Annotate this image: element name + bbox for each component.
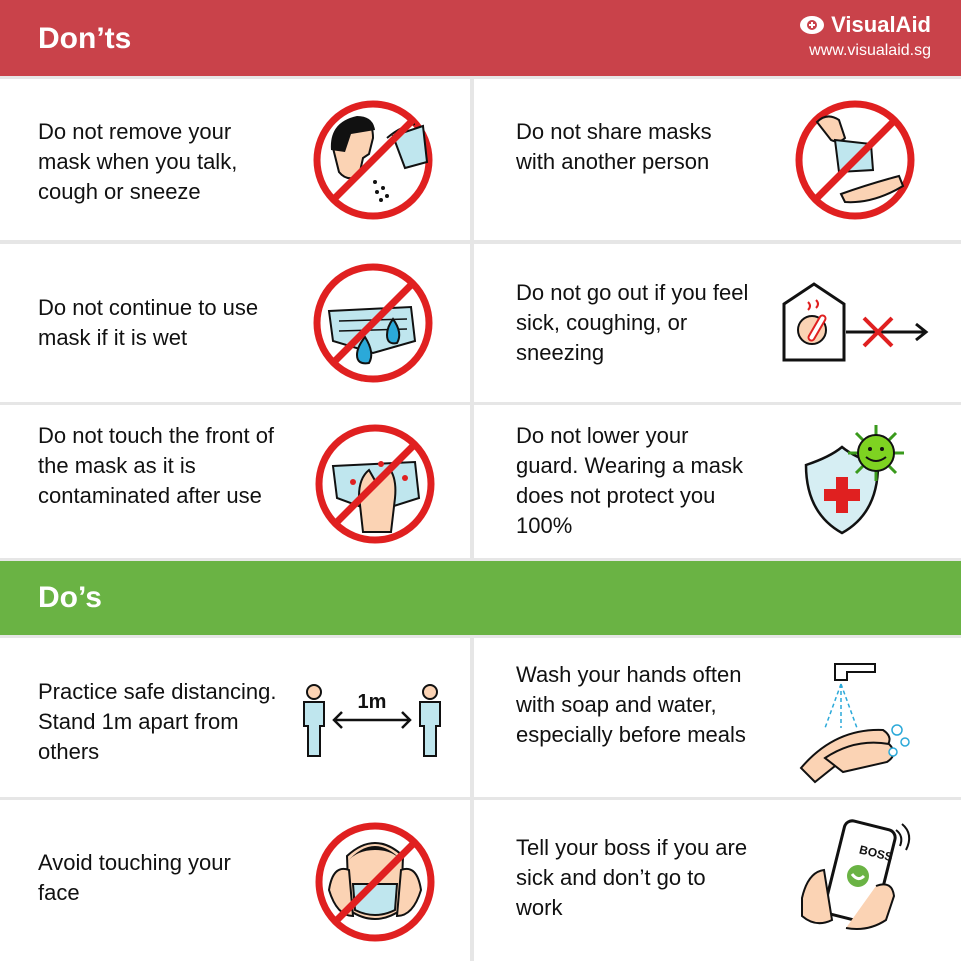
brand-logo: VisualAid: [799, 12, 931, 38]
item-text: Do not lower your guard. Wearing a mask …: [516, 423, 744, 538]
dos-title: Do’s: [38, 581, 102, 614]
dos-header: Do’s: [0, 561, 961, 635]
brand: VisualAid www.visualaid.sg: [799, 12, 931, 60]
no-face-touching-icon: [315, 822, 435, 942]
dont-item-go-out-sick: Do not go out if you feel sick, coughing…: [474, 244, 961, 402]
item-text: Avoid touching your face: [38, 850, 231, 905]
do-item-safe-distancing: Practice safe distancing. Stand 1m apart…: [0, 638, 470, 797]
stay-home-sick-icon: [782, 282, 929, 362]
item-text: Do not continue to use mask if it is wet: [38, 295, 259, 350]
dont-item-lower-guard: Do not lower your guard. Wearing a mask …: [474, 405, 961, 558]
item-text: Tell your boss if you are sick and don’t…: [516, 835, 748, 920]
visualaid-logo-icon: [800, 16, 825, 34]
item-text: Do not remove your mask when you talk, c…: [38, 119, 238, 204]
donts-title: Don’ts: [38, 22, 132, 55]
no-wet-mask-icon: [313, 263, 433, 383]
dont-item-share-mask: Do not share masks with another person: [474, 79, 961, 240]
distance-label: 1m: [358, 691, 387, 713]
item-text: Do not go out if you feel sick, coughing…: [516, 280, 749, 365]
safe-distancing-icon: 1m: [303, 684, 441, 757]
no-sneezing-mask-removed-icon: [313, 100, 433, 220]
dont-item-wet-mask: Do not continue to use mask if it is wet: [0, 244, 470, 402]
do-item-tell-boss: Tell your boss if you are sick and don’t…: [474, 800, 961, 961]
dont-item-remove-mask: Do not remove your mask when you talk, c…: [0, 79, 470, 240]
item-text: Practice safe distancing. Stand 1m apart…: [38, 679, 277, 764]
donts-header: Don’ts VisualAid www.visualaid.sg: [0, 0, 961, 76]
brand-name: VisualAid: [831, 12, 931, 37]
do-item-wash-hands: Wash your hands often with soap and wate…: [474, 638, 961, 797]
no-touch-mask-front-icon: [315, 424, 435, 544]
call-boss-phone-icon: BOSS: [801, 819, 911, 930]
item-text: Do not share masks with another person: [516, 119, 712, 174]
brand-url: www.visualaid.sg: [809, 42, 931, 59]
hand-washing-icon: [799, 663, 910, 784]
dont-item-touch-mask-front: Do not touch the front of the mask as it…: [0, 405, 470, 558]
no-sharing-mask-icon: [795, 100, 915, 220]
item-text: Wash your hands often with soap and wate…: [516, 662, 746, 747]
do-item-avoid-touching-face: Avoid touching your face: [0, 800, 470, 961]
shield-virus-icon: [804, 425, 904, 535]
item-text: Do not touch the front of the mask as it…: [38, 423, 275, 508]
